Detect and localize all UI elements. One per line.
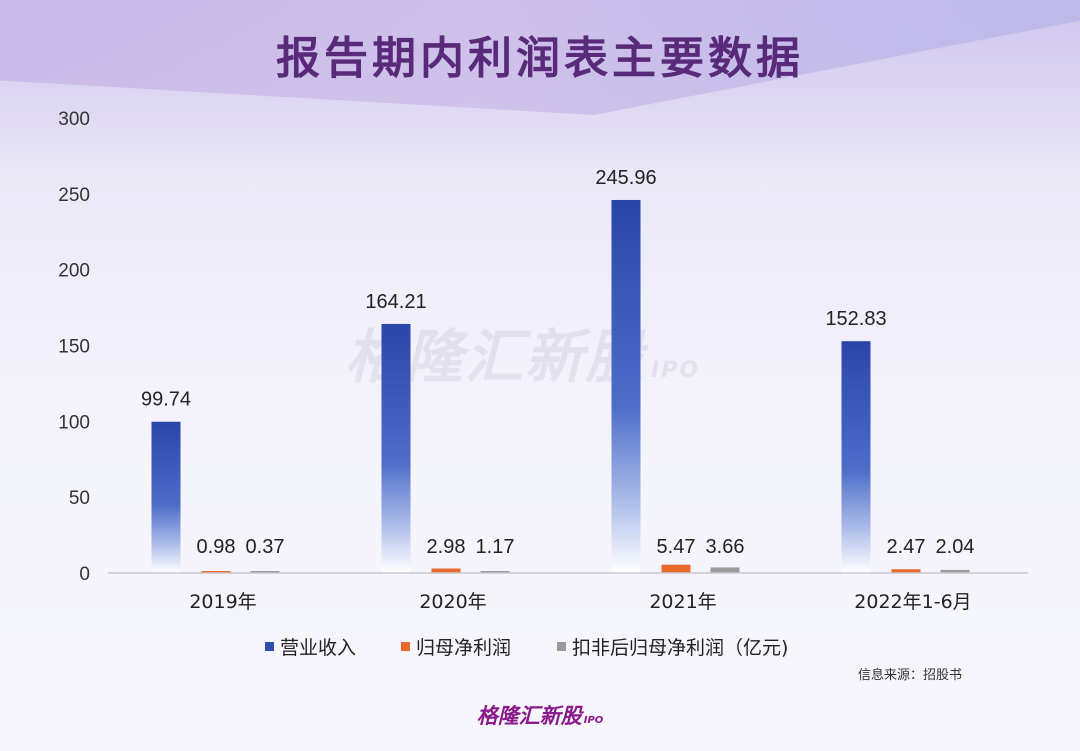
data-label: 0.37 [246, 536, 285, 558]
footer-logo-text: 格隆汇新股 [476, 704, 582, 728]
data-label: 245.96 [595, 167, 656, 189]
data-label: 2.47 [887, 536, 926, 558]
y-tick-label: 300 [58, 109, 90, 130]
y-tick-label: 150 [58, 337, 90, 358]
bar-2-3 [661, 564, 691, 573]
legend-label-1: 营业收入 [280, 637, 356, 659]
bar-3-1 [250, 571, 280, 573]
data-label: 2.04 [936, 536, 975, 558]
data-label: 3.66 [706, 536, 745, 558]
bar-3-4 [940, 569, 970, 573]
bar-1-4 [841, 341, 871, 573]
data-label: 5.47 [657, 536, 696, 558]
data-label: 1.17 [476, 536, 515, 558]
bar-2-1 [201, 571, 231, 573]
x-tick-label: 2020年 [419, 591, 486, 613]
legend-label-2: 归母净利润 [416, 637, 511, 659]
x-tick-label: 2021年 [649, 591, 716, 613]
footer-logo: 格隆汇新股 IPO [0, 700, 1080, 730]
y-tick-label: 100 [58, 412, 90, 433]
footer-logo-sub: IPO [583, 715, 604, 726]
y-tick-label: 50 [69, 488, 90, 509]
data-label: 164.21 [365, 291, 426, 313]
bar-3-2 [480, 571, 510, 573]
data-label: 152.83 [825, 308, 886, 330]
data-label: 2.98 [427, 536, 466, 558]
y-tick-label: 250 [58, 185, 90, 206]
bar-1-2 [381, 323, 411, 573]
data-label: 0.98 [197, 536, 236, 558]
bar-2-2 [431, 568, 461, 573]
y-tick-label: 0 [79, 564, 90, 585]
data-label: 99.74 [141, 389, 191, 411]
y-tick-label: 200 [58, 261, 90, 282]
bar-2-4 [891, 569, 921, 573]
legend-swatch-2 [401, 642, 410, 651]
x-tick-label: 2022年1-6月 [854, 591, 971, 613]
legend-swatch-3 [557, 642, 566, 651]
source-note: 信息来源：招股书 [858, 668, 963, 683]
x-tick-label: 2019年 [189, 591, 256, 613]
bar-3-3 [710, 567, 740, 573]
bar-1-1 [151, 421, 181, 573]
legend-label-3: 扣非后归母净利润（亿元) [572, 637, 788, 659]
chart-title: 报告期内利润表主要数据 [276, 33, 804, 84]
bar-1-3 [611, 199, 641, 573]
watermark-sub: IPO [651, 358, 701, 383]
legend-swatch-1 [265, 642, 274, 651]
